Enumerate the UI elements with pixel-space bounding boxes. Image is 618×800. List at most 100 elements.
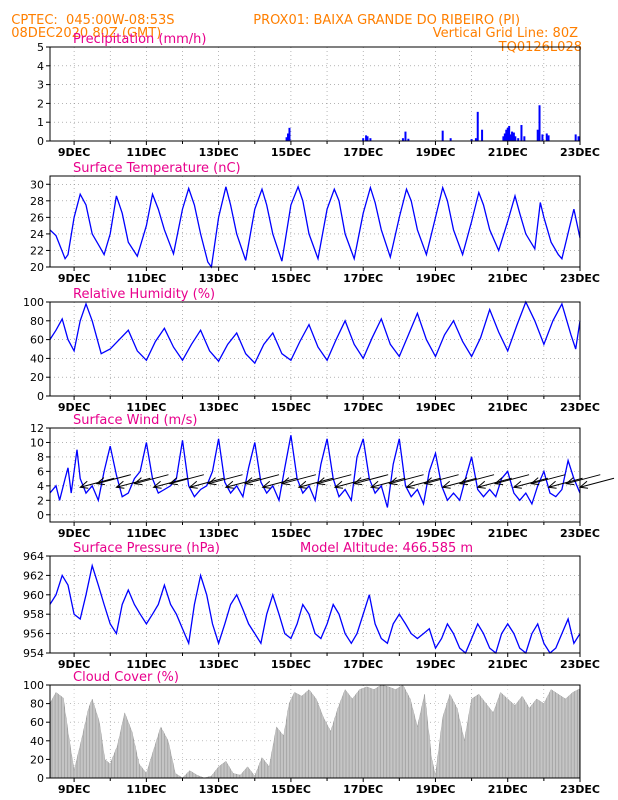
wind-arrow-head	[405, 480, 415, 489]
x-tick-label: 11DEC	[126, 783, 166, 796]
header-station: CPTEC: 045:00W-08:53S	[3, 0, 174, 28]
precip-bar	[365, 135, 368, 141]
x-tick-label: 13DEC	[199, 272, 239, 285]
x-tick-label: 21DEC	[488, 783, 528, 796]
x-tick-label: 19DEC	[415, 146, 455, 159]
precip-bar	[541, 134, 544, 141]
x-tick-label: 17DEC	[343, 272, 383, 285]
wind-arrow-shaft	[477, 477, 512, 488]
x-tick-label: 19DEC	[415, 658, 455, 671]
precip-bar	[366, 136, 369, 141]
wind-arrow-shaft	[371, 477, 406, 488]
wind-arrow-head	[530, 477, 540, 486]
precip-bar	[511, 131, 514, 141]
x-tick-label: 17DEC	[343, 783, 383, 796]
y-tick-label: 4	[37, 60, 44, 73]
y-tick-label: 3	[37, 79, 44, 92]
precip-bar	[547, 135, 550, 141]
x-tick-label: 23DEC	[560, 272, 600, 285]
header-gridline-label: Vertical Grid Line: 80Z	[432, 26, 578, 41]
x-tick-label: 21DEC	[488, 527, 528, 540]
panel-6: 0 20 40 60 80 100 9DEC 11DEC 13DEC 15DEC 17DEC 19DE…	[23, 670, 600, 796]
x-tick-label: 17DEC	[343, 658, 383, 671]
series-line	[49, 563, 581, 655]
wind-arrow	[224, 477, 260, 489]
panel-frame	[49, 684, 581, 779]
panel-5: 954 956 958 960 962 964 9DEC 11DEC 13DEC 15DEC 17D…	[23, 541, 600, 671]
wind-arrow	[280, 474, 317, 486]
wind-arrow-shaft	[531, 474, 566, 485]
precip-bar	[503, 133, 506, 141]
wind-arrow-shaft	[406, 477, 441, 488]
precip-bar	[476, 111, 479, 141]
wind-arrow	[261, 477, 297, 489]
precip-bar	[538, 105, 541, 141]
y-tick-label: 22	[30, 244, 44, 257]
wind-arrow	[530, 474, 566, 486]
x-tick-label: 15DEC	[271, 401, 311, 414]
x-tick-label: 17DEC	[343, 146, 383, 159]
wind-arrow-shaft	[298, 477, 333, 488]
wind-arrow-head	[316, 477, 326, 486]
x-tick-label: 13DEC	[199, 783, 239, 796]
wind-arrow-shaft	[442, 477, 477, 488]
y-tick-label: 28	[30, 195, 44, 208]
x-tick-label: 19DEC	[415, 272, 455, 285]
y-tick-label: 80	[30, 698, 44, 711]
panel-3: 0 20 40 60 80 100 9DEC 11DEC 13DEC 15DEC 17DEC 19DE…	[23, 287, 600, 414]
panel-title: Cloud Cover (%)	[73, 670, 179, 685]
wind-arrow-head	[261, 480, 271, 489]
wind-arrow-shaft	[281, 474, 317, 485]
panel-2: 20 22 24 26 28 30 9DEC 11DEC 13DEC 15DEC 17DEC 19DE…	[30, 161, 600, 285]
wind-arrow	[243, 474, 280, 486]
wind-arrow-head	[297, 480, 307, 489]
y-tick-label: 12	[30, 422, 44, 435]
precip-bar	[369, 138, 372, 141]
x-tick-label: 15DEC	[271, 146, 311, 159]
x-tick-label: 23DEC	[560, 783, 600, 796]
y-tick-label: 6	[37, 465, 44, 478]
wind-arrow-head	[493, 477, 504, 486]
wind-arrow-head	[188, 480, 198, 489]
wind-arrow-shaft	[513, 477, 548, 488]
wind-arrow-head	[95, 477, 105, 486]
x-tick-label: 23DEC	[560, 146, 600, 159]
series-line	[49, 435, 581, 508]
wind-arrow	[115, 477, 151, 489]
wind-arrow-shaft	[566, 474, 601, 485]
x-tick-label: 11DEC	[126, 658, 166, 671]
wind-arrow-shaft	[96, 474, 131, 485]
x-tick-label: 21DEC	[488, 146, 528, 159]
y-tick-label: 4	[37, 480, 44, 493]
y-tick-label: 20	[30, 261, 44, 274]
y-tick-label: 100	[23, 679, 44, 692]
panel-1: 0 1 2 3 4 5 9DEC 11DEC 13DEC 15DEC 17DEC 19DEC 21DEC…	[37, 32, 600, 159]
wind-arrow-head	[133, 477, 143, 486]
wind-arrow	[441, 477, 477, 489]
precip-bar	[536, 129, 539, 141]
x-tick-label: 19DEC	[415, 401, 455, 414]
precip-bar	[514, 136, 517, 141]
wind-arrow-head	[224, 480, 234, 489]
precip-bar	[509, 134, 512, 141]
y-tick-label: 1	[37, 116, 44, 129]
y-tick-label: 80	[30, 315, 44, 328]
x-tick-label: 15DEC	[271, 783, 311, 796]
panel-title: Precipitation (mm/h)	[73, 32, 206, 47]
wind-arrow-shaft	[244, 474, 280, 485]
header-date: 08DEC2020 80Z (GMT)	[3, 13, 161, 41]
x-tick-label: 9DEC	[58, 658, 90, 671]
wind-arrow-head	[369, 480, 380, 489]
precip-bar	[287, 133, 290, 141]
wind-arrow	[297, 477, 333, 489]
x-tick-label: 13DEC	[199, 658, 239, 671]
wind-arrow-head	[476, 480, 486, 489]
precip-bar	[470, 139, 473, 141]
wind-arrow-shaft	[548, 477, 583, 488]
x-tick-label: 21DEC	[488, 272, 528, 285]
wind-arrow-head	[79, 480, 89, 489]
x-tick-label: 13DEC	[199, 527, 239, 540]
x-tick-label: 23DEC	[560, 658, 600, 671]
wind-arrow-shaft	[225, 477, 260, 488]
y-tick-label: 24	[30, 228, 44, 241]
